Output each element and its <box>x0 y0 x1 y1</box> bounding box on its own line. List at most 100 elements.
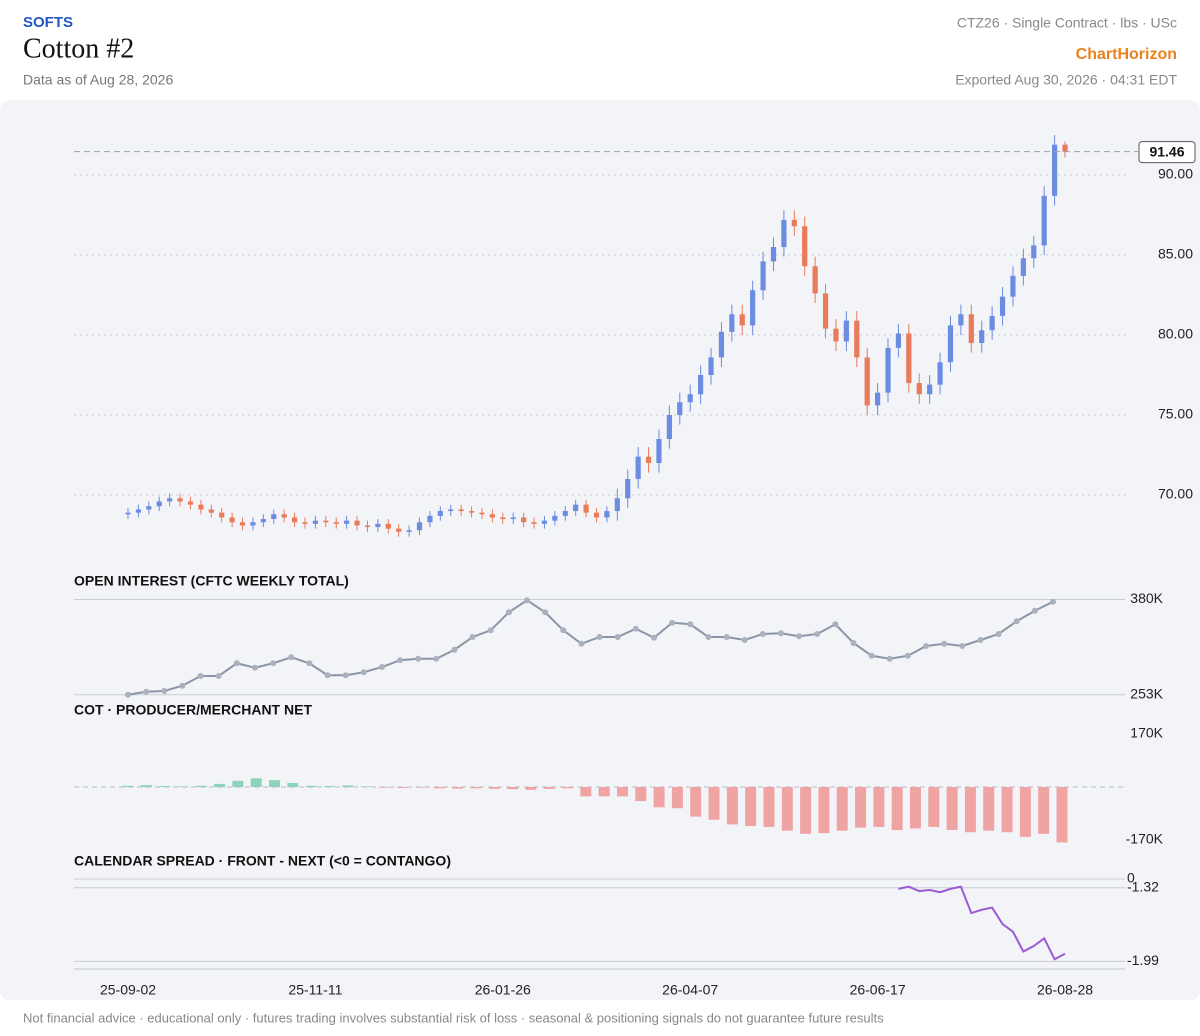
oi-point <box>197 673 204 679</box>
candle-body <box>437 511 443 516</box>
oi-point <box>288 654 295 661</box>
candle-body <box>718 331 725 358</box>
oi-point <box>342 672 349 679</box>
y-tick-label: 75.00 <box>1158 406 1193 422</box>
candle-body <box>635 456 641 480</box>
oi-point <box>324 672 331 679</box>
bar <box>616 787 628 797</box>
candle-body <box>333 522 339 524</box>
candle-body <box>500 517 506 520</box>
bar <box>909 787 921 829</box>
oi-point <box>415 655 422 662</box>
candle-body <box>833 328 839 342</box>
bar <box>287 782 299 788</box>
candle-body <box>698 375 704 395</box>
candle-body <box>760 261 766 291</box>
candle-body <box>531 522 537 524</box>
candle-body <box>416 522 423 531</box>
candle-body <box>312 520 318 524</box>
exported: Exported Aug 30, 2026 · 04:31 EDT <box>955 72 1177 88</box>
candle-body <box>187 501 194 505</box>
x-tick-label: 26-06-17 <box>850 982 906 998</box>
oi-point <box>1050 598 1056 605</box>
bar <box>342 785 354 788</box>
candle-body <box>562 511 568 516</box>
oi-line <box>127 599 1054 696</box>
candle-body <box>739 314 745 326</box>
candle-body <box>448 509 454 512</box>
oi-point <box>524 597 531 604</box>
oi-point <box>759 631 766 637</box>
oi-point <box>741 637 748 643</box>
oi-point <box>397 657 404 664</box>
bar <box>928 787 940 827</box>
candle-body <box>302 522 308 524</box>
candle-body <box>1051 144 1058 196</box>
bar <box>177 786 189 788</box>
oi-point <box>832 621 839 628</box>
oi-point <box>650 634 657 641</box>
candle-body <box>1062 144 1068 152</box>
candle-body <box>583 504 589 513</box>
candle-body <box>1041 195 1047 246</box>
candle-body <box>854 320 860 358</box>
category: SOFTS <box>23 14 73 31</box>
meta: CTZ26 · Single Contract · lbs · USc <box>957 15 1177 31</box>
bar <box>580 787 592 797</box>
x-tick-label: 26-04-07 <box>662 982 718 998</box>
bar <box>397 787 409 788</box>
oi-point <box>179 682 186 689</box>
bar <box>507 787 519 790</box>
candle-body <box>614 498 620 512</box>
candle-body <box>906 333 912 384</box>
bar <box>140 785 152 788</box>
oi-point <box>614 634 621 640</box>
candle-body <box>604 511 610 518</box>
bar <box>122 785 134 788</box>
candle-body <box>146 506 152 510</box>
bar <box>836 787 848 831</box>
candle-body <box>156 501 162 507</box>
candle-body <box>219 512 225 518</box>
candle-body <box>489 514 495 518</box>
bar <box>1019 787 1031 837</box>
bar <box>488 787 500 789</box>
x-tick-label: 25-11-11 <box>288 982 342 998</box>
candle-body <box>656 439 662 464</box>
oi-point <box>596 634 603 640</box>
oi-point <box>1031 607 1038 614</box>
last-price-box <box>1138 141 1196 164</box>
y-tick-label: 0 <box>1127 870 1135 886</box>
bar <box>635 787 647 802</box>
candle-body <box>208 509 214 513</box>
candle-body <box>979 330 985 344</box>
bar <box>543 787 555 789</box>
bar <box>873 787 885 827</box>
bar <box>745 787 757 826</box>
oi-point <box>923 643 930 649</box>
oi-point <box>251 664 258 671</box>
candle-body <box>677 402 683 416</box>
oi-point <box>578 640 585 647</box>
candle-body <box>999 296 1006 316</box>
brand: ChartHorizon <box>1076 46 1177 63</box>
candle-body <box>406 530 412 532</box>
candle-body <box>1010 275 1016 297</box>
bar <box>726 787 738 825</box>
oi-point <box>977 637 984 643</box>
y-tick-label: 85.00 <box>1158 246 1193 262</box>
candle-body <box>843 320 849 342</box>
bar <box>415 787 427 788</box>
candle-body <box>947 325 954 363</box>
x-tick-label: 25-09-02 <box>100 982 156 998</box>
oi-point <box>143 688 150 695</box>
oi-point <box>560 627 567 634</box>
candle-body <box>968 314 974 344</box>
bar <box>781 787 793 831</box>
candle-body <box>344 520 350 524</box>
candle-body <box>989 315 995 331</box>
bar <box>562 787 574 789</box>
candle-body <box>323 520 329 523</box>
candle-body <box>781 219 787 248</box>
candle-body <box>812 266 818 294</box>
